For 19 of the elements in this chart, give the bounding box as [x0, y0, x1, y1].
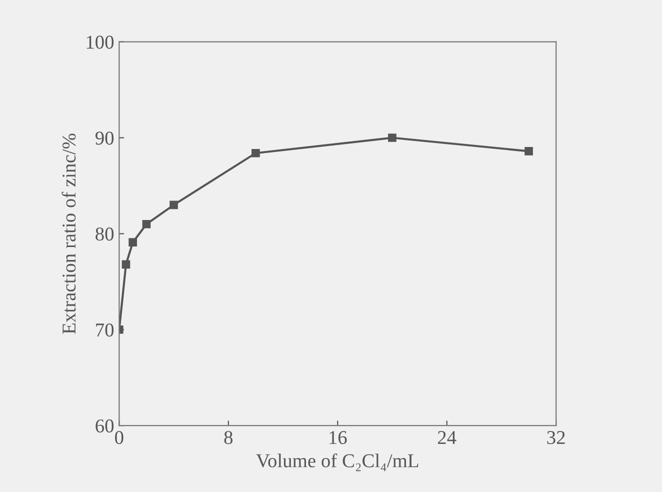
point: [170, 200, 178, 210]
y-tick-label: 90: [95, 132, 114, 145]
x-tick-label: 32: [547, 431, 565, 444]
y-tick-label: 100: [86, 36, 114, 49]
y-tick-label: 70: [96, 323, 114, 337]
x-axis-title: Volume of C₂Cl₄/mL: [256, 453, 418, 472]
point: [122, 260, 130, 269]
y-tick-label: 60: [96, 419, 114, 433]
point: [142, 220, 151, 228]
x-tick-label: 24: [438, 431, 456, 444]
point: [128, 238, 137, 246]
x-tick-label: 0: [115, 431, 124, 444]
point: [524, 147, 533, 156]
x-tick-label: 8: [224, 431, 233, 444]
point: [252, 148, 260, 158]
point: [388, 134, 396, 142]
y-axis-title: Extraction ratio of zinc/%: [62, 134, 76, 334]
y-tick-label: 80: [96, 228, 114, 241]
x-tick-label: 16: [330, 431, 347, 444]
